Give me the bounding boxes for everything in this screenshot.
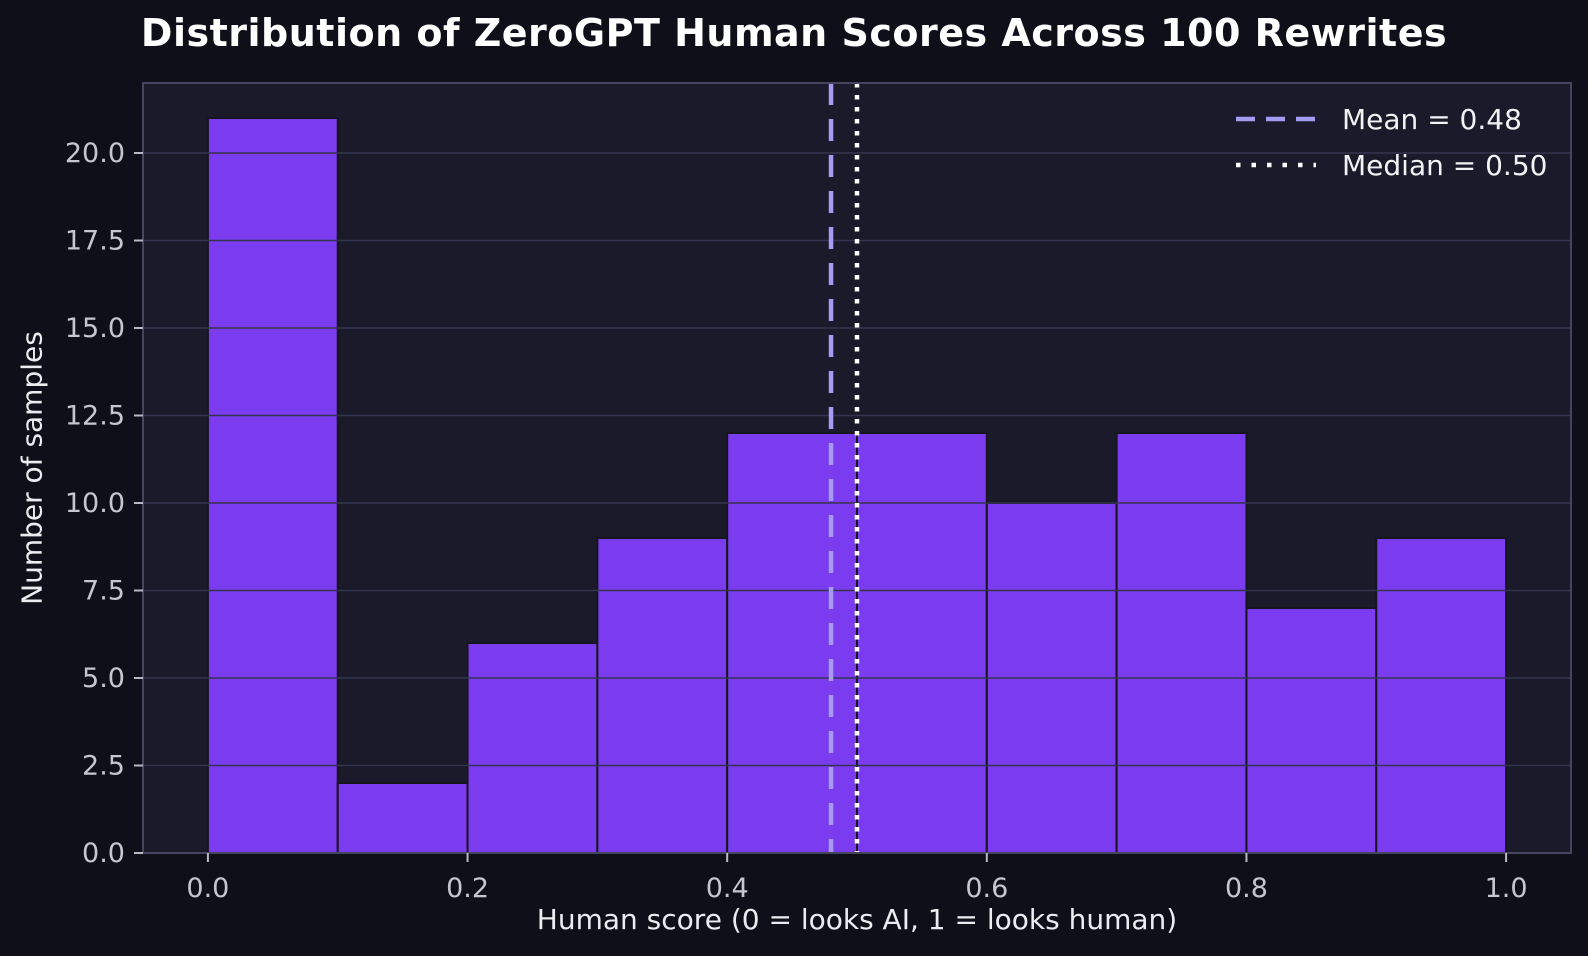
histogram-bar [1375, 537, 1508, 854]
histogram-bar [206, 117, 339, 854]
legend: Mean = 0.48 Median = 0.50 [1236, 102, 1547, 182]
x-tick-label: 0.0 [186, 873, 229, 904]
axes-spines [142, 82, 1572, 854]
median-dotted-line-icon [1236, 162, 1316, 168]
legend-label-median: Median = 0.50 [1342, 148, 1548, 182]
histogram-bar [1115, 432, 1248, 854]
x-tick-label: 1.0 [1485, 873, 1528, 904]
y-tick-label: 17.5 [65, 226, 125, 257]
legend-row-median: Median = 0.50 [1236, 148, 1547, 182]
y-tick-label: 0.0 [82, 838, 125, 869]
histogram-bar [466, 642, 599, 854]
y-tick-label: 2.5 [82, 751, 125, 782]
y-tick-label: 15.0 [65, 313, 125, 344]
x-tick-label: 0.4 [706, 873, 749, 904]
y-axis-label: Number of samples [15, 331, 49, 605]
histogram-bar [1245, 607, 1378, 854]
y-tick-label: 10.0 [65, 488, 125, 519]
y-tick-label: 20.0 [65, 138, 125, 169]
x-tick-label: 0.8 [1225, 873, 1268, 904]
chart-title: Distribution of ZeroGPT Human Scores Acr… [140, 11, 1448, 55]
mean-dashed-line-icon [1236, 116, 1316, 122]
histogram-bar [856, 432, 988, 854]
histogram-bar [596, 537, 729, 854]
y-tick-label: 5.0 [82, 663, 125, 694]
legend-label-mean: Mean = 0.48 [1342, 102, 1522, 136]
x-axis-label: Human score (0 = looks AI, 1 = looks hum… [536, 903, 1178, 936]
legend-row-mean: Mean = 0.48 [1236, 102, 1547, 136]
histogram-bar [726, 432, 858, 854]
y-tick-label: 7.5 [82, 576, 125, 607]
x-tick-label: 0.2 [446, 873, 489, 904]
x-tick-label: 0.6 [965, 873, 1008, 904]
histogram-bar [336, 782, 469, 854]
y-tick-label: 12.5 [65, 401, 125, 432]
